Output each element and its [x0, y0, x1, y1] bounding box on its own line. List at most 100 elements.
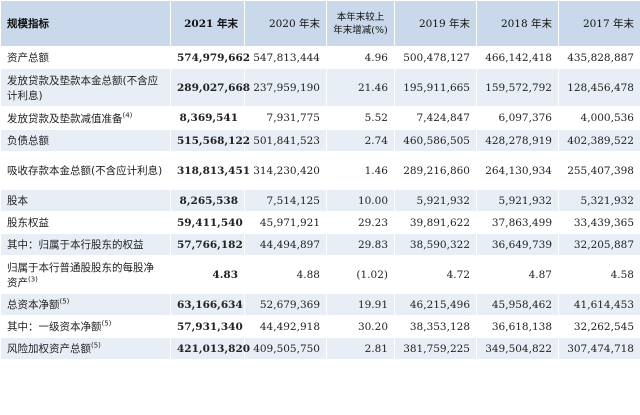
- cell-2017: 32,205,887: [558, 233, 640, 256]
- row-label: 发放贷款及垫款本金总额(不含应计利息): [0, 68, 171, 107]
- row-footnote-marker: (5): [59, 297, 70, 306]
- cell-2021: 8,369,541: [170, 106, 245, 130]
- cell-2021: 59,411,540: [170, 211, 245, 234]
- cell-2019: 7,424,847: [394, 106, 477, 130]
- row-label-text: 其中：一级资本净额: [7, 321, 102, 333]
- cell-2018: 36,649,739: [476, 233, 559, 256]
- row-label-text: 归属于本行普通股股东的每股净资产: [7, 261, 154, 289]
- row-label-text: 其中：归属于本行股东的权益: [7, 239, 144, 251]
- cell-change: 2.81: [326, 337, 395, 360]
- cell-2017: 32,262,545: [558, 315, 640, 338]
- cell-2018: 37,863,499: [476, 211, 559, 234]
- row-label: 其中：归属于本行股东的权益: [0, 233, 171, 256]
- cell-2018: 428,278,919: [476, 129, 559, 152]
- cell-change: 21.46: [326, 68, 395, 107]
- header-2021: 2021 年末: [170, 0, 245, 47]
- row-footnote-marker: (5): [91, 341, 101, 350]
- cell-2017: 255,407,398: [558, 151, 640, 190]
- cell-2018: 45,958,462: [476, 293, 559, 316]
- cell-2018: 4.87: [476, 255, 559, 294]
- row-label: 归属于本行普通股股东的每股净资产(3): [0, 255, 171, 294]
- table-header-row: 规模指标 2021 年末 2020 年末 本年末较上年末增减(%) 2019 年…: [0, 0, 640, 47]
- row-label: 股东权益: [0, 211, 171, 234]
- cell-2019: 38,353,128: [394, 315, 477, 338]
- cell-2019: 195,911,665: [394, 68, 477, 107]
- cell-change: 30.20: [326, 315, 395, 338]
- row-label: 总资本净额(5): [0, 293, 171, 316]
- header-2017: 2017 年末: [558, 0, 640, 47]
- cell-2018: 264,130,934: [476, 151, 559, 190]
- cell-2020: 7,931,775: [244, 106, 327, 130]
- cell-change: 19.91: [326, 293, 395, 316]
- row-label-text: 吸收存款本金总额(不含应计利息): [7, 165, 163, 177]
- cell-2021: 289,027,668: [170, 68, 250, 107]
- row-label: 其中：一级资本净额(5): [0, 315, 171, 338]
- table-row: 其中：归属于本行股东的权益 57,766,182 44,494,897 29.83 38…: [0, 233, 640, 256]
- row-label-text: 发放贷款及垫款减值准备: [7, 112, 123, 125]
- cell-2018: 6,097,376: [476, 106, 559, 130]
- cell-2017: 435,828,887: [558, 46, 640, 69]
- row-label-text: 总资本净额: [7, 299, 60, 311]
- header-2019: 2019 年末: [394, 0, 477, 47]
- cell-change: 29.83: [326, 233, 395, 256]
- table-row: 资产总额 574,979,662 547,813,444 4.96 500,478,12…: [0, 46, 640, 69]
- cell-2019: 38,590,322: [394, 233, 477, 256]
- header-2018: 2018 年末: [476, 0, 559, 47]
- cell-2017: 4,000,536: [558, 106, 640, 130]
- cell-change: (1.02): [326, 255, 395, 294]
- cell-2018: 5,921,932: [476, 189, 559, 212]
- cell-2020: 44,492,918: [244, 315, 327, 338]
- row-footnote-marker: (5): [101, 319, 112, 328]
- cell-2021: 8,265,538: [170, 189, 245, 212]
- row-footnote-marker: (4): [122, 111, 133, 119]
- table-row: 其中：一级资本净额(5) 57,931,340 44,492,918 30.20 38,…: [0, 315, 640, 338]
- cell-2020: 237,959,190: [244, 68, 327, 107]
- row-label-text: 负债总额: [7, 135, 49, 147]
- cell-2021: 421,013,820: [170, 337, 250, 360]
- cell-2021: 57,931,340: [170, 315, 245, 338]
- cell-2017: 128,456,478: [558, 68, 640, 107]
- table-row: 吸收存款本金总额(不含应计利息) 318,813,451 314,230,420 1.…: [0, 151, 640, 190]
- table-row: 总资本净额(5) 63,166,634 52,679,369 19.91 46,215,…: [0, 293, 640, 316]
- cell-2020: 314,230,420: [244, 151, 327, 190]
- row-label-text: 资产总额: [7, 52, 49, 64]
- cell-change: 4.96: [326, 46, 395, 69]
- cell-2019: 4.72: [394, 255, 477, 294]
- cell-2020: 7,514,125: [244, 189, 327, 212]
- cell-2019: 5,921,932: [394, 189, 477, 212]
- cell-2019: 39,891,622: [394, 211, 477, 234]
- cell-2019: 289,216,860: [394, 151, 477, 190]
- cell-2020: 52,679,369: [244, 293, 327, 316]
- table-row: 归属于本行普通股股东的每股净资产(3) 4.83 4.88 (1.02) 4.72 4.8…: [0, 255, 640, 294]
- cell-2020: 45,971,921: [244, 211, 327, 234]
- table-row: 发放贷款及垫款本金总额(不含应计利息) 289,027,668 237,959,19…: [0, 68, 640, 107]
- cell-change: 2.74: [326, 129, 395, 152]
- cell-2018: 349,504,822: [476, 337, 559, 360]
- header-2020: 2020 年末: [244, 0, 327, 47]
- cell-2019: 500,478,127: [394, 46, 477, 69]
- cell-2018: 466,142,418: [476, 46, 559, 69]
- cell-change: 10.00: [326, 189, 395, 212]
- cell-2018: 159,572,792: [476, 68, 559, 107]
- table-row: 发放贷款及垫款减值准备(4) 8,369,541 7,931,775 5.52 7,42…: [0, 106, 640, 130]
- table-body: 资产总额 574,979,662 547,813,444 4.96 500,478,12…: [0, 46, 640, 360]
- table-row: 股东权益 59,411,540 45,971,921 29.23 39,891,622 3…: [0, 211, 640, 234]
- cell-2021: 63,166,634: [170, 293, 245, 316]
- row-label-text: 风险加权资产总额: [7, 343, 91, 355]
- cell-2020: 409,505,750: [244, 337, 327, 360]
- cell-2020: 4.88: [244, 255, 327, 294]
- row-label: 负债总额: [0, 129, 171, 152]
- cell-2021: 4.83: [170, 255, 245, 294]
- scale-indicators-table: 规模指标 2021 年末 2020 年末 本年末较上年末增减(%) 2019 年…: [0, 0, 640, 360]
- header-label: 规模指标: [0, 0, 171, 47]
- row-label: 发放贷款及垫款减值准备(4): [0, 106, 171, 130]
- cell-2017: 307,474,718: [558, 337, 640, 360]
- table-row: 负债总额 515,568,122 501,841,523 2.74 460,586,50…: [0, 129, 640, 152]
- cell-2020: 501,841,523: [244, 129, 327, 152]
- row-label-text: 发放贷款及垫款本金总额(不含应计利息): [7, 74, 159, 102]
- cell-change: 29.23: [326, 211, 395, 234]
- cell-2020: 547,813,444: [244, 46, 327, 69]
- row-label: 风险加权资产总额(5): [0, 337, 171, 360]
- row-footnote-marker: (3): [28, 275, 38, 283]
